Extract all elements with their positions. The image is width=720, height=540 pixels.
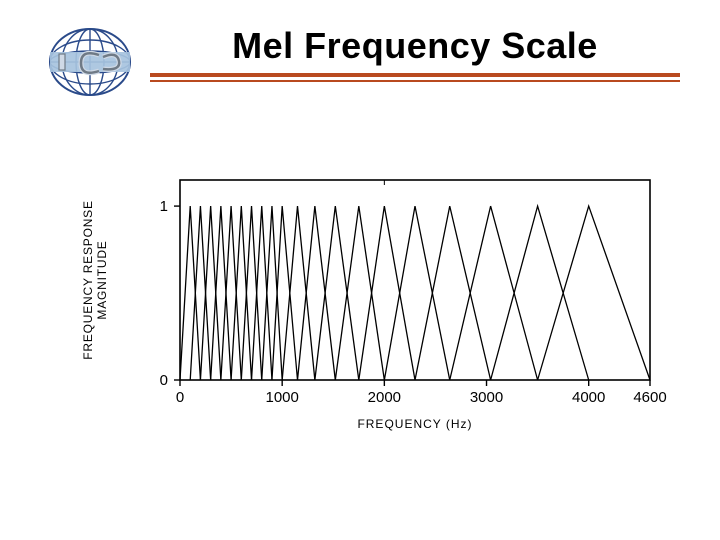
svg-text:0: 0	[176, 389, 184, 406]
svg-text:FREQUENCY RESPONSEMAGNITUDE: FREQUENCY RESPONSEMAGNITUDE	[81, 200, 109, 360]
svg-text:FREQUENCY (Hz): FREQUENCY (Hz)	[357, 417, 472, 431]
svg-text:0: 0	[160, 372, 168, 389]
slide: Mel Frequency Scale 0 1000 2000 3000 4000 460…	[0, 0, 720, 540]
title-rule-thin	[150, 80, 680, 82]
title-block: Mel Frequency Scale	[150, 25, 680, 82]
title-rule-thick	[150, 73, 680, 77]
logo	[45, 25, 135, 100]
svg-text:3000: 3000	[470, 389, 503, 406]
globe-icon	[45, 25, 135, 100]
svg-text:2000: 2000	[368, 389, 401, 406]
chart-svg: 0 1000 2000 3000 4000 4600 0 1 FREQUENCY (Hz) FRE…	[70, 170, 670, 450]
svg-text:4600: 4600	[633, 389, 666, 406]
svg-text:1000: 1000	[265, 389, 298, 406]
mel-filterbank-chart: 0 1000 2000 3000 4000 4600 0 1 FREQUENCY (Hz) FRE…	[70, 170, 670, 450]
svg-text:4000: 4000	[572, 389, 605, 406]
page-title: Mel Frequency Scale	[150, 25, 680, 67]
svg-text:1: 1	[160, 198, 168, 215]
